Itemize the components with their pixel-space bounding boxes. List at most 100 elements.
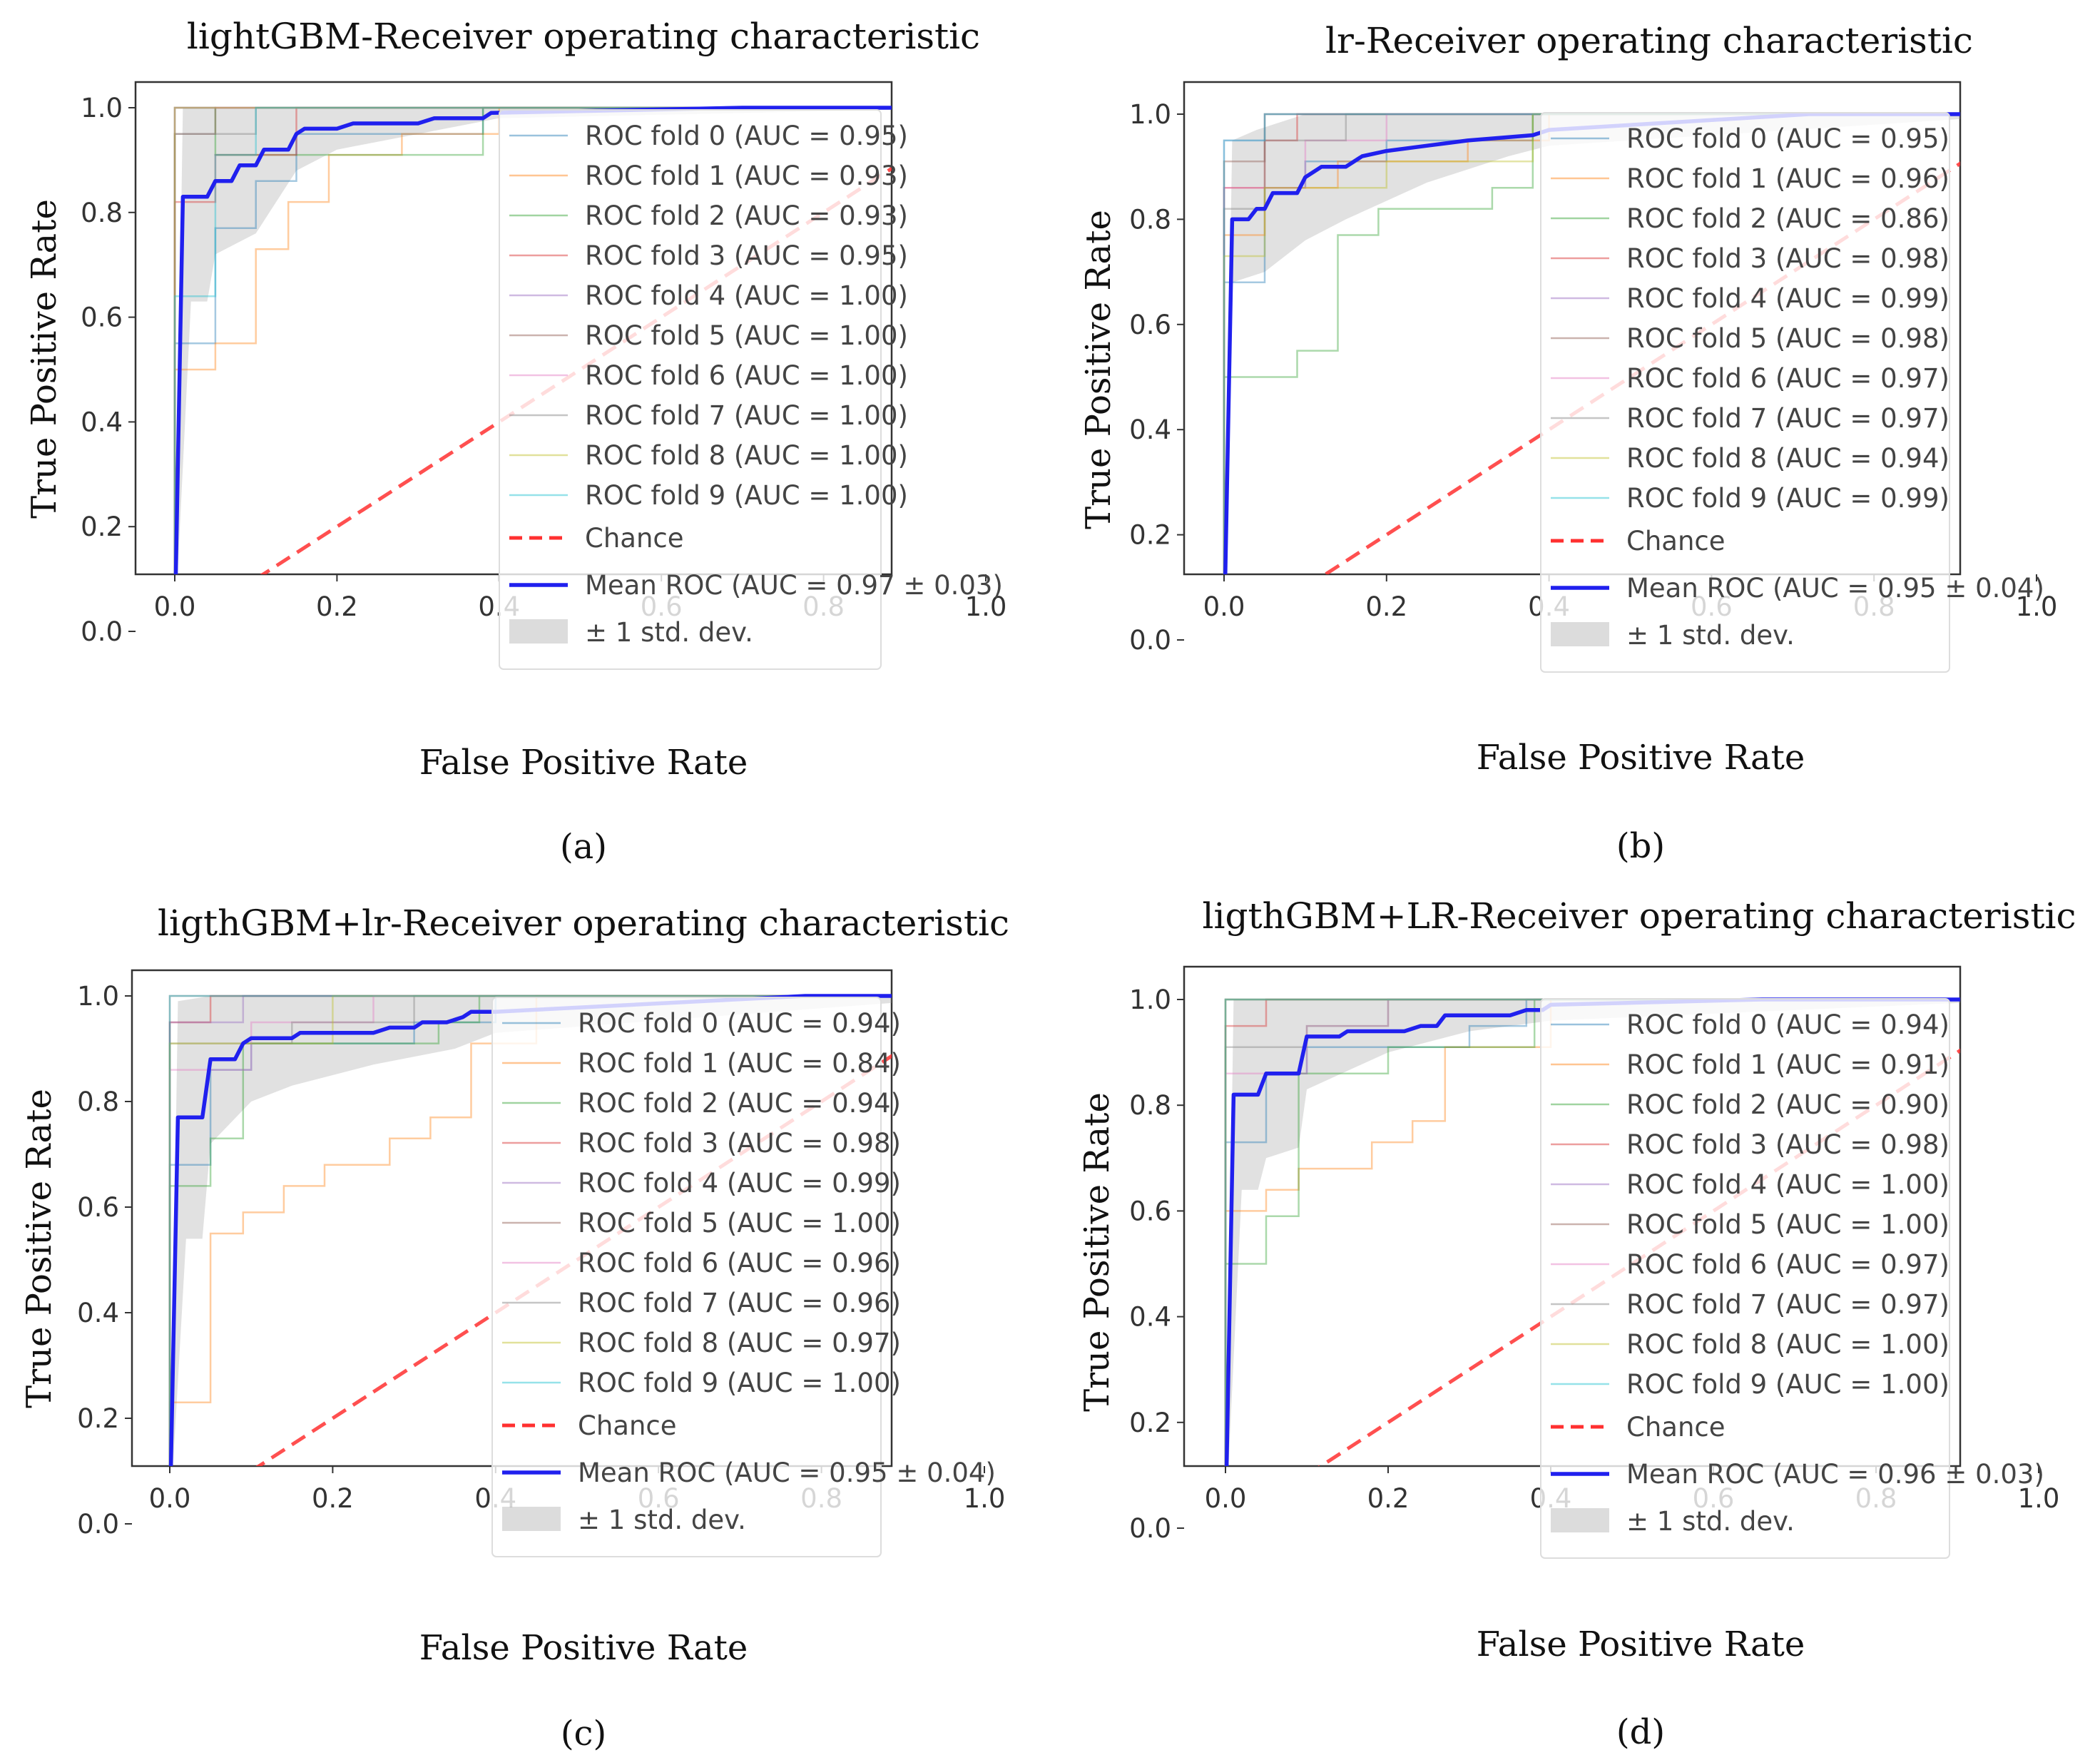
- legend-fold-6-label: ROC fold 6 (AUC = 1.00): [585, 360, 908, 391]
- roc-fold-4-line: [1223, 113, 1960, 574]
- roc-fold-9-line: [173, 106, 892, 574]
- legend-fold-4-label: ROC fold 4 (AUC = 0.99): [1626, 283, 1949, 314]
- legend-fold-8-label: ROC fold 8 (AUC = 0.94): [1626, 443, 1949, 474]
- legend-fold-1-label: ROC fold 1 (AUC = 0.91): [1626, 1049, 1949, 1080]
- x-tick-label: 1.0: [964, 1483, 1006, 1514]
- y-tick-label: 0.8: [1129, 204, 1171, 235]
- x-tick-label: 0.2: [1365, 591, 1407, 622]
- x-tick-label: 0.0: [154, 591, 196, 622]
- x-tick-label: 1.0: [2018, 1483, 2060, 1514]
- legend-fold-0-label: ROC fold 0 (AUC = 0.94): [578, 1008, 901, 1039]
- roc-fold-6-line: [168, 995, 892, 1466]
- legend-fold-3-label: ROC fold 3 (AUC = 0.98): [1626, 243, 1949, 274]
- x-tick-label: 1.0: [965, 591, 1007, 622]
- std-dev-band: [175, 108, 892, 574]
- legend-mean-label: Mean ROC (AUC = 0.96 ± 0.03): [1626, 1459, 2044, 1490]
- legend-box: [491, 997, 882, 1557]
- legend-fold-5-label: ROC fold 5 (AUC = 1.00): [578, 1208, 901, 1238]
- x-tick-label: 0.2: [312, 1483, 354, 1514]
- legend-mean-label: Mean ROC (AUC = 0.95 ± 0.04): [1626, 573, 2044, 604]
- legend-fold-7-label: ROC fold 7 (AUC = 1.00): [585, 400, 908, 431]
- y-tick-label: 0.6: [77, 1192, 119, 1223]
- x-axis-label: False Positive Rate: [1477, 738, 1805, 778]
- y-tick-label: 1.0: [1129, 99, 1171, 130]
- roc-fold-9-line: [1223, 113, 1960, 574]
- y-tick-label: 0.0: [77, 1509, 119, 1540]
- legend-fold-7-label: ROC fold 7 (AUC = 0.97): [1626, 1289, 1949, 1320]
- roc-fold-5-line: [168, 995, 892, 1466]
- y-tick-label: 0.4: [77, 1298, 119, 1328]
- legend-band-swatch: [502, 1507, 561, 1531]
- roc-fold-1-line: [168, 995, 892, 1466]
- x-axis-label: False Positive Rate: [419, 743, 748, 783]
- mean-roc-line: [173, 106, 892, 574]
- legend-fold-3-label: ROC fold 3 (AUC = 0.98): [1626, 1129, 1949, 1160]
- legend-fold-0-label: ROC fold 0 (AUC = 0.95): [1626, 123, 1949, 154]
- legend-chance-label: Chance: [1626, 526, 1726, 556]
- roc-fold-3-line: [168, 995, 892, 1466]
- x-tick-label: 0.0: [1205, 1483, 1247, 1514]
- y-tick-label: 0.4: [1129, 1302, 1171, 1333]
- y-tick-label: 0.4: [81, 407, 123, 437]
- legend-fold-1-label: ROC fold 1 (AUC = 0.93): [585, 161, 908, 191]
- x-axis-label: False Positive Rate: [1477, 1624, 1805, 1664]
- legend-chance-label: Chance: [585, 523, 684, 554]
- legend-fold-7-label: ROC fold 7 (AUC = 0.97): [1626, 403, 1949, 434]
- legend-chance-label: Chance: [1626, 1412, 1726, 1443]
- y-tick-label: 0.6: [1129, 310, 1171, 340]
- y-tick-label: 0.8: [77, 1087, 119, 1117]
- legend-mean-label: Mean ROC (AUC = 0.95 ± 0.04): [578, 1458, 996, 1488]
- roc-fold-2-line: [173, 106, 892, 574]
- roc-fold-5-line: [1223, 113, 1960, 574]
- y-axis-label: True Positive Rate: [1077, 1092, 1117, 1412]
- y-tick-label: 1.0: [77, 981, 119, 1012]
- y-tick-label: 0.4: [1129, 414, 1171, 445]
- legend-box: [499, 109, 882, 670]
- y-axis-label: True Positive Rate: [1079, 210, 1118, 529]
- legend-fold-5-label: ROC fold 5 (AUC = 1.00): [585, 320, 908, 351]
- y-tick-label: 0.2: [1129, 1408, 1171, 1438]
- legend-band-label: ± 1 std. dev.: [1626, 620, 1795, 651]
- legend-fold-4-label: ROC fold 4 (AUC = 0.99): [578, 1168, 901, 1199]
- legend-fold-5-label: ROC fold 5 (AUC = 0.98): [1626, 323, 1949, 354]
- panel-label: (a): [560, 827, 607, 867]
- roc-fold-0-line: [1224, 998, 1960, 1466]
- roc-panel-a: 0.00.00.20.20.40.40.60.60.80.81.01.0ROC …: [24, 16, 1006, 867]
- legend-fold-6-label: ROC fold 6 (AUC = 0.96): [578, 1248, 901, 1278]
- roc-fold-7-line: [173, 106, 892, 574]
- legend-fold-4-label: ROC fold 4 (AUC = 1.00): [1626, 1169, 1949, 1200]
- y-tick-label: 0.2: [77, 1403, 119, 1434]
- roc-fold-4-line: [168, 995, 892, 1466]
- x-tick-label: 0.0: [149, 1483, 191, 1514]
- std-dev-band: [1225, 114, 1960, 574]
- legend-fold-0-label: ROC fold 0 (AUC = 0.95): [585, 121, 908, 151]
- legend-fold-3-label: ROC fold 3 (AUC = 0.98): [578, 1128, 901, 1159]
- y-tick-label: 1.0: [1129, 985, 1171, 1015]
- legend-fold-2-label: ROC fold 2 (AUC = 0.94): [578, 1088, 901, 1119]
- legend-box: [1540, 998, 1950, 1559]
- legend-fold-9-label: ROC fold 9 (AUC = 1.00): [1626, 1369, 1949, 1400]
- roc-fold-3-line: [1224, 998, 1960, 1466]
- legend-band-swatch: [509, 619, 568, 644]
- x-tick-label: 0.2: [1367, 1483, 1410, 1514]
- mean-roc-line: [1223, 112, 1960, 574]
- roc-fold-9-line: [168, 995, 892, 1466]
- legend-fold-7-label: ROC fold 7 (AUC = 0.96): [578, 1288, 901, 1318]
- x-tick-label: 1.0: [2016, 591, 2058, 622]
- roc-fold-8-line: [168, 995, 892, 1466]
- y-tick-label: 0.2: [81, 512, 123, 542]
- legend-band-swatch: [1551, 1508, 1609, 1532]
- y-tick-label: 0.8: [81, 198, 123, 228]
- panel-label: (c): [561, 1714, 606, 1754]
- roc-panel-d: 0.00.00.20.20.40.40.60.60.80.81.01.0ROC …: [1077, 895, 2076, 1752]
- roc-fold-0-line: [173, 106, 892, 574]
- legend-band-swatch: [1551, 622, 1609, 646]
- legend-fold-3-label: ROC fold 3 (AUC = 0.95): [585, 240, 908, 271]
- legend-fold-9-label: ROC fold 9 (AUC = 1.00): [585, 480, 908, 511]
- panel-label: (b): [1616, 826, 1665, 866]
- y-tick-label: 1.0: [81, 93, 123, 123]
- y-tick-label: 0.0: [1129, 625, 1171, 656]
- legend-chance-label: Chance: [578, 1410, 677, 1441]
- legend-fold-9-label: ROC fold 9 (AUC = 1.00): [578, 1368, 901, 1398]
